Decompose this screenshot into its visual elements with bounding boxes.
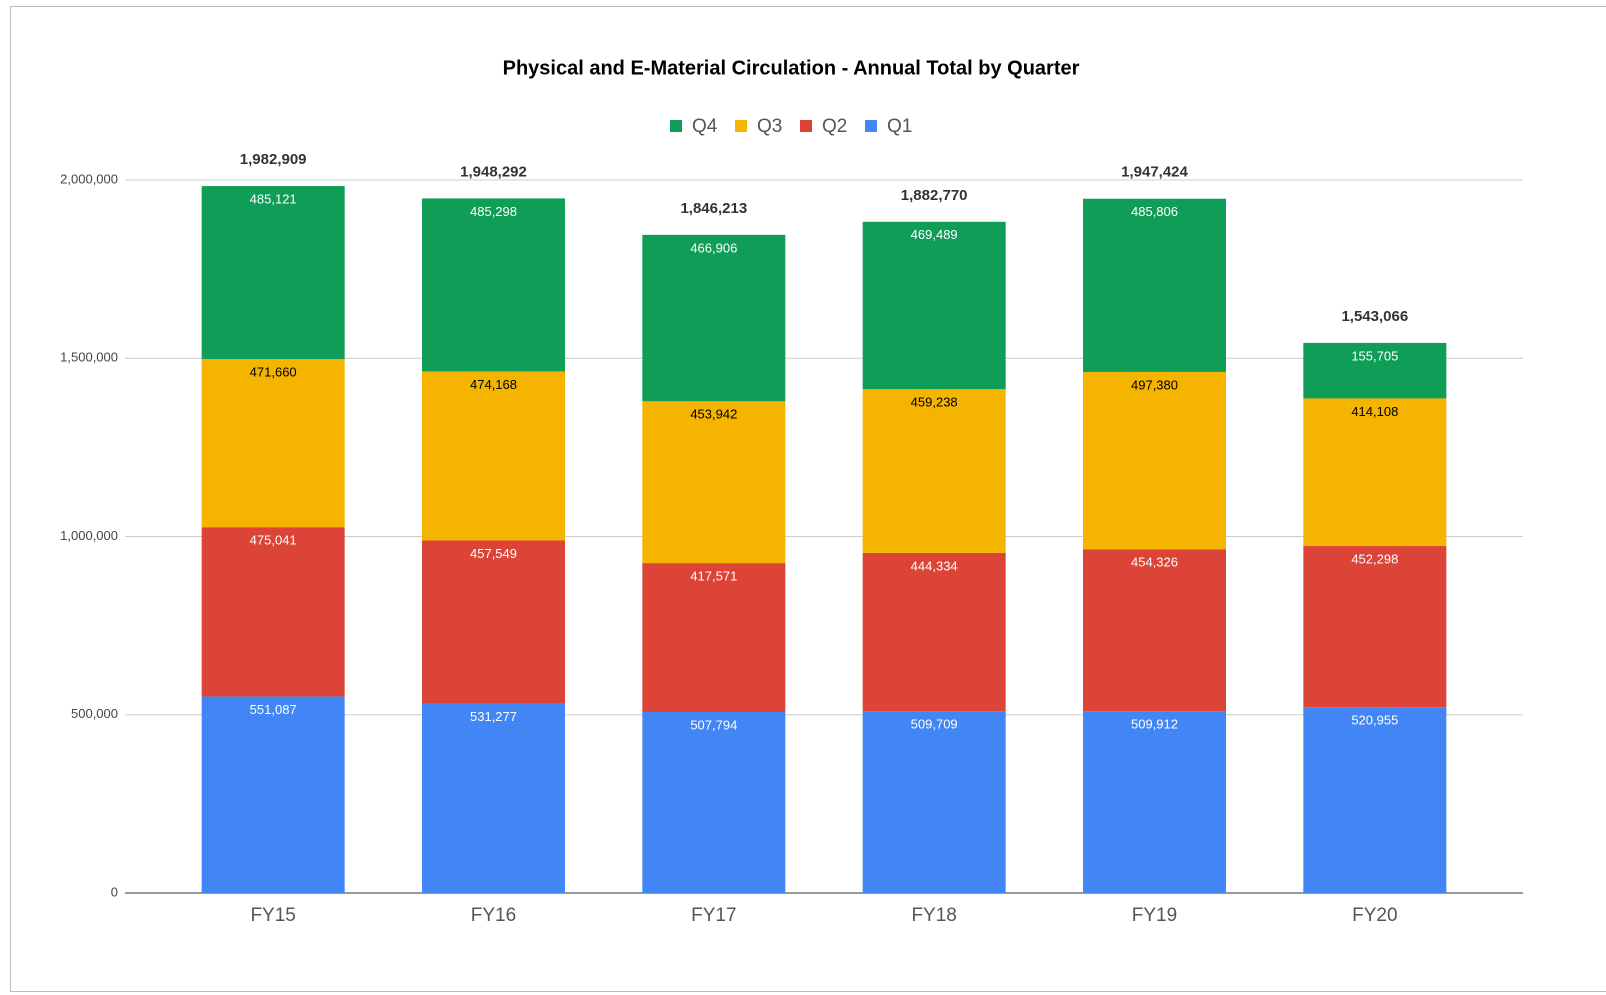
bar-segment	[1083, 198, 1226, 372]
bar-segment	[201, 527, 345, 697]
bar-segment	[1303, 342, 1447, 399]
x-tick-label: FY17	[691, 905, 736, 926]
data-label: 531,277	[470, 709, 517, 724]
total-label: 1,846,213	[680, 200, 747, 217]
legend-label: Q1	[887, 116, 912, 137]
bar-segment	[1303, 398, 1447, 547]
bar-segment	[422, 703, 565, 893]
y-tick-label: 500,000	[71, 706, 118, 721]
legend-swatch	[865, 120, 877, 132]
data-label: 551,087	[250, 702, 297, 717]
data-label: 507,794	[690, 717, 737, 732]
bar-segment	[1303, 546, 1447, 708]
legend-swatch	[800, 120, 812, 132]
total-label: 1,948,292	[460, 163, 527, 180]
data-label: 417,571	[690, 569, 737, 584]
data-label: 485,121	[250, 192, 297, 207]
x-tick-label: FY18	[911, 905, 956, 926]
bar-segment	[862, 389, 1006, 553]
total-label: 1,882,770	[901, 187, 968, 204]
bar-segment	[642, 711, 786, 893]
bar-segment	[1303, 707, 1447, 893]
legend-swatch	[670, 120, 682, 132]
total-label: 1,982,909	[240, 151, 307, 168]
bar-segment	[642, 234, 786, 402]
data-label: 509,709	[911, 717, 958, 732]
data-label: 474,168	[470, 377, 517, 392]
bar-segment	[201, 696, 345, 893]
data-label: 454,326	[1131, 555, 1178, 570]
bar-segment	[1083, 371, 1226, 550]
legend-label: Q3	[757, 116, 782, 137]
data-label: 485,806	[1131, 204, 1178, 219]
bar-segment	[201, 186, 345, 360]
data-label: 520,955	[1351, 713, 1398, 728]
y-tick-label: 2,000,000	[60, 171, 118, 186]
data-label: 471,660	[250, 364, 297, 379]
data-label: 475,041	[250, 533, 297, 548]
bar-segment	[862, 221, 1006, 390]
bar-segment	[642, 563, 786, 712]
data-label: 509,912	[1131, 717, 1178, 732]
data-label: 457,549	[470, 546, 517, 561]
y-tick-label: 1,000,000	[60, 528, 118, 543]
data-label: 497,380	[1131, 377, 1178, 392]
data-label: 452,298	[1351, 551, 1398, 566]
total-label: 1,543,066	[1341, 308, 1408, 325]
total-label: 1,947,424	[1121, 164, 1188, 181]
y-tick-label: 1,500,000	[60, 350, 118, 365]
data-label: 469,489	[911, 227, 958, 242]
bar-segment	[422, 198, 565, 372]
legend-label: Q2	[822, 116, 847, 137]
x-tick-label: FY16	[471, 905, 516, 926]
bar-segment	[862, 552, 1006, 712]
data-label: 466,906	[690, 240, 737, 255]
legend-swatch	[735, 120, 747, 132]
y-tick-label: 0	[111, 884, 118, 899]
x-tick-label: FY20	[1352, 905, 1397, 926]
data-label: 444,334	[911, 558, 958, 573]
data-label: 453,942	[690, 407, 737, 422]
bar-segment	[1083, 549, 1226, 712]
x-tick-label: FY15	[250, 905, 295, 926]
data-label: 414,108	[1351, 404, 1398, 419]
x-tick-label: FY19	[1132, 905, 1177, 926]
bar-segment	[1083, 711, 1226, 893]
bar-segment	[201, 359, 345, 528]
bar-segment	[422, 371, 565, 541]
bar-segment	[422, 540, 565, 704]
data-label: 485,298	[470, 204, 517, 219]
bar-segment	[862, 711, 1006, 893]
data-label: 459,238	[911, 395, 958, 410]
legend-label: Q4	[692, 116, 718, 137]
chart-title: Physical and E-Material Circulation - An…	[503, 57, 1080, 79]
data-label: 155,705	[1351, 348, 1398, 363]
bar-segment	[642, 401, 786, 564]
